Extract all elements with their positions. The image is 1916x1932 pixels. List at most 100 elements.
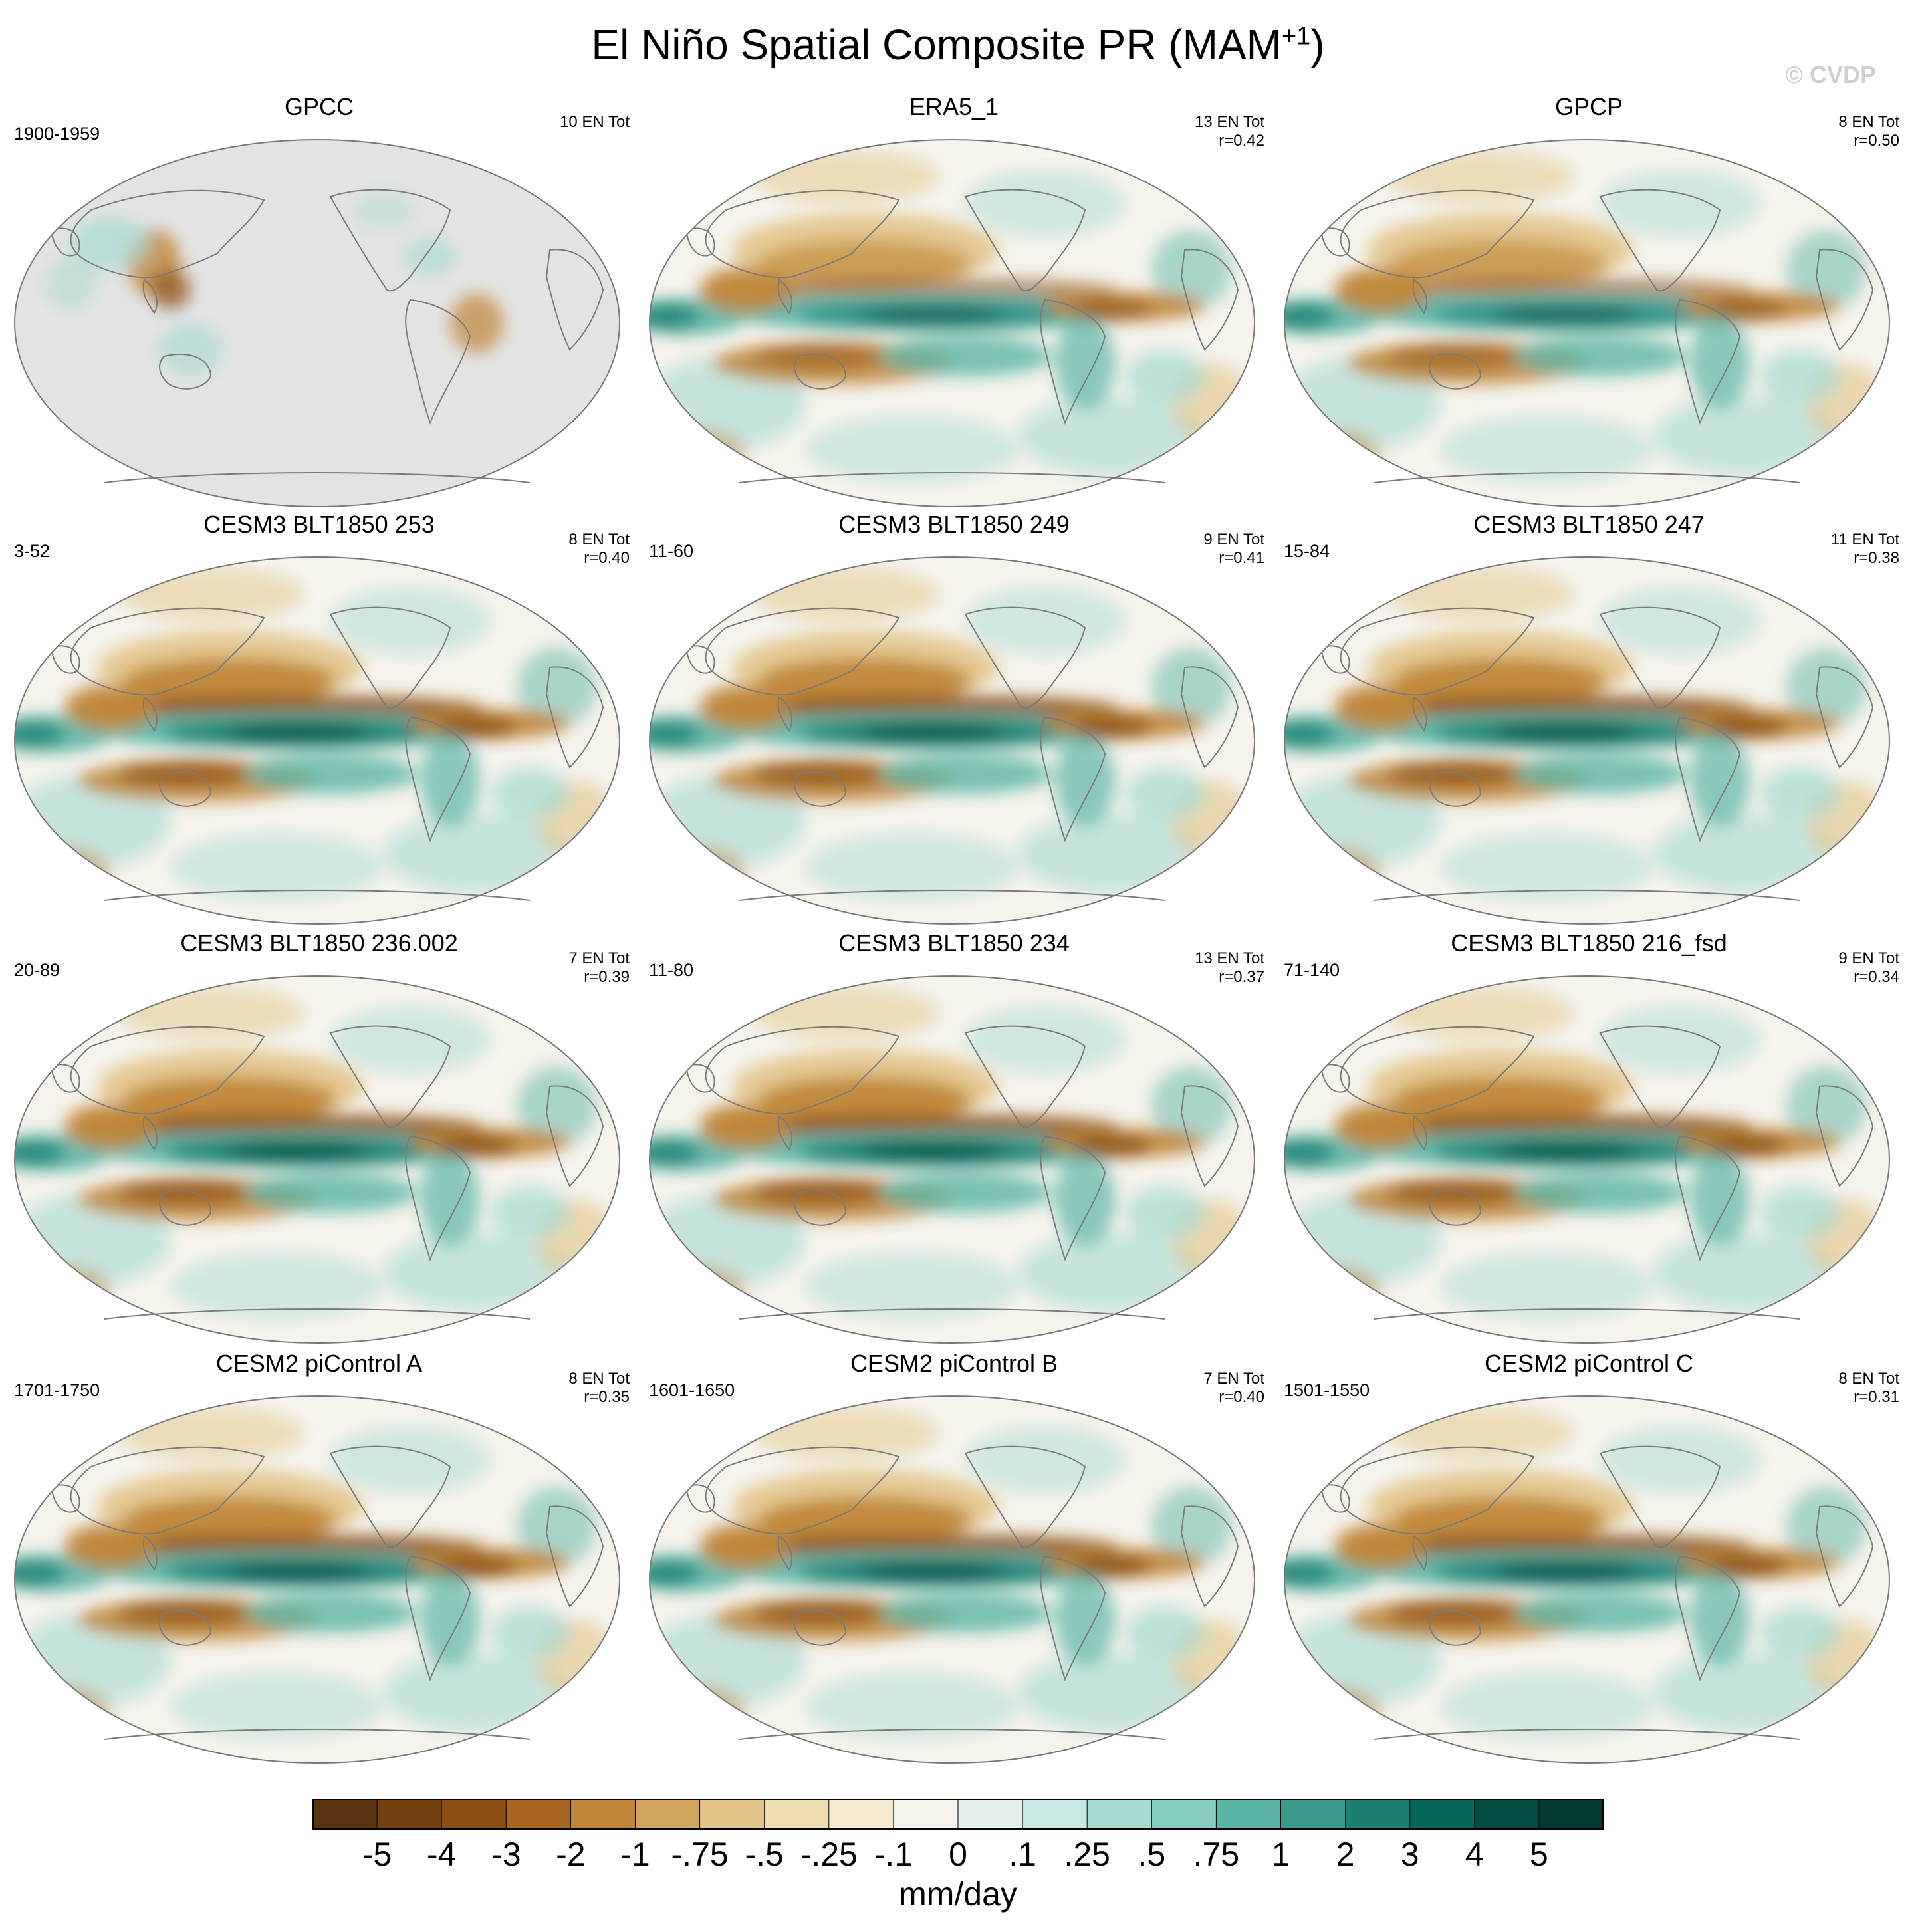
anomaly-patch xyxy=(450,293,503,353)
equatorial-wet xyxy=(859,725,1005,741)
atlantic-dry xyxy=(437,1554,517,1578)
equatorial-wet xyxy=(859,1144,1005,1159)
coastline xyxy=(1599,189,1721,292)
spcz-dry xyxy=(1387,1179,1520,1206)
north-pacific-dry xyxy=(1394,1497,1607,1543)
panel-stats: 13 EN Tot r=0.42 xyxy=(1195,113,1264,150)
event-count: 10 EN Tot xyxy=(560,113,630,131)
world-map xyxy=(14,556,620,925)
atlantic-dry xyxy=(1707,715,1786,739)
colorbar-swatch xyxy=(1409,1799,1475,1830)
panel-title: CESM2 piControl A xyxy=(215,1350,423,1377)
panel-period: 3-52 xyxy=(14,541,51,561)
south-pacific-wet xyxy=(1514,754,1687,794)
coastline xyxy=(50,645,80,674)
coastline xyxy=(329,189,451,292)
south-atlantic-wet xyxy=(1125,350,1205,403)
panel-stats: 8 EN Tot r=0.40 xyxy=(568,531,630,568)
colorbar xyxy=(312,1799,1604,1830)
itcz-dry xyxy=(1341,695,1753,719)
south-america-wet xyxy=(1055,1573,1115,1666)
coastline xyxy=(777,1115,792,1151)
south-america-wet xyxy=(1690,1573,1750,1666)
south-pacific-wet xyxy=(879,336,1052,376)
panel-stats: 9 EN Tot r=0.34 xyxy=(1838,949,1899,987)
atlantic-dry xyxy=(1072,1554,1151,1578)
panel-title: GPCP xyxy=(1554,93,1623,120)
anomaly-patch xyxy=(1786,1487,1866,1566)
indian-ocean-wet xyxy=(15,1560,64,1586)
colorbar-swatch xyxy=(764,1799,830,1830)
anomaly-patch xyxy=(1653,396,1840,476)
colorbar-tick-label: 2 xyxy=(1336,1836,1355,1873)
south-atlantic-wet xyxy=(1760,1606,1840,1659)
anomaly-patch xyxy=(806,1253,1018,1319)
colorbar-swatch xyxy=(441,1799,507,1830)
itcz-dry xyxy=(1341,1534,1753,1558)
north-pacific-dry xyxy=(759,1497,972,1543)
coastline xyxy=(1675,716,1741,842)
coastline xyxy=(142,1535,158,1571)
panel-title: CESM3 BLT1850 216_fsd xyxy=(1451,929,1727,957)
coastline xyxy=(685,1064,715,1093)
coastline xyxy=(70,189,265,279)
anomaly-patch xyxy=(171,834,384,900)
coastline xyxy=(1675,1135,1741,1261)
anomaly-patch xyxy=(71,217,151,270)
map-border xyxy=(649,975,1255,1344)
itcz-dry xyxy=(706,1534,1118,1558)
colorbar-tick-label: 5 xyxy=(1529,1836,1548,1873)
indian-ocean-wet xyxy=(1284,721,1334,747)
watermark: © CVDP xyxy=(1785,61,1876,88)
map-border xyxy=(649,556,1255,925)
anomaly-patch xyxy=(384,1653,570,1733)
coastline xyxy=(142,1115,158,1151)
atlantic-dry xyxy=(1707,1134,1786,1158)
coastline xyxy=(1815,666,1874,769)
itcz-dry xyxy=(1341,278,1753,302)
map-border xyxy=(14,139,620,507)
panel-period: 15-84 xyxy=(1284,541,1330,561)
maritime-dry xyxy=(1334,1523,1427,1570)
coastline xyxy=(685,227,715,257)
colorbar-swatch xyxy=(1345,1799,1411,1830)
anomaly-patch xyxy=(1018,814,1205,894)
map-panel: CESM3 BLT1850 253 3-52 8 EN Tot r=0.40 xyxy=(3,511,635,925)
coastline xyxy=(1040,1555,1106,1681)
panel-title: CESM2 piControl C xyxy=(1484,1350,1694,1377)
colorbar-swatch xyxy=(893,1799,959,1830)
maritime-dry xyxy=(1334,1103,1427,1149)
coastline xyxy=(685,1484,715,1513)
itcz-dry xyxy=(706,695,1118,719)
coastline xyxy=(1412,279,1427,314)
colorbar-swatch xyxy=(699,1799,765,1830)
coastline xyxy=(545,666,604,769)
map-panel: CESM3 BLT1850 236.002 20-89 7 EN Tot r=0.39 xyxy=(3,929,635,1344)
south-pacific-wet xyxy=(1514,1173,1687,1213)
indian-ocean-wet xyxy=(15,1140,64,1166)
pattern-correlation: r=0.38 xyxy=(1854,549,1899,567)
anomaly-patch xyxy=(1151,648,1231,727)
world-map xyxy=(1284,556,1890,925)
maritime-dry xyxy=(64,1523,158,1570)
south-pacific-wet xyxy=(1514,1593,1687,1633)
coastline xyxy=(1429,771,1482,807)
anomaly-patch xyxy=(517,1487,596,1566)
coastline xyxy=(545,249,604,351)
anomaly-patch xyxy=(653,847,746,900)
colorbar-swatch xyxy=(1022,1799,1088,1830)
coastline xyxy=(1320,1484,1350,1513)
title-superscript: +1 xyxy=(1281,22,1311,51)
spcz-dry xyxy=(753,1179,886,1206)
colorbar-swatch xyxy=(828,1799,894,1830)
colorbar-tick-label: -.25 xyxy=(800,1836,858,1873)
coastline xyxy=(705,1446,900,1535)
map-border xyxy=(14,1395,620,1764)
map-border xyxy=(1284,975,1890,1344)
indian-ocean-wet xyxy=(1284,303,1334,330)
coastline xyxy=(405,1555,471,1681)
north-pacific-dry xyxy=(759,658,972,704)
anomaly-patch xyxy=(330,588,490,654)
equatorial-wet xyxy=(859,307,1005,323)
coastline xyxy=(1599,1445,1721,1548)
